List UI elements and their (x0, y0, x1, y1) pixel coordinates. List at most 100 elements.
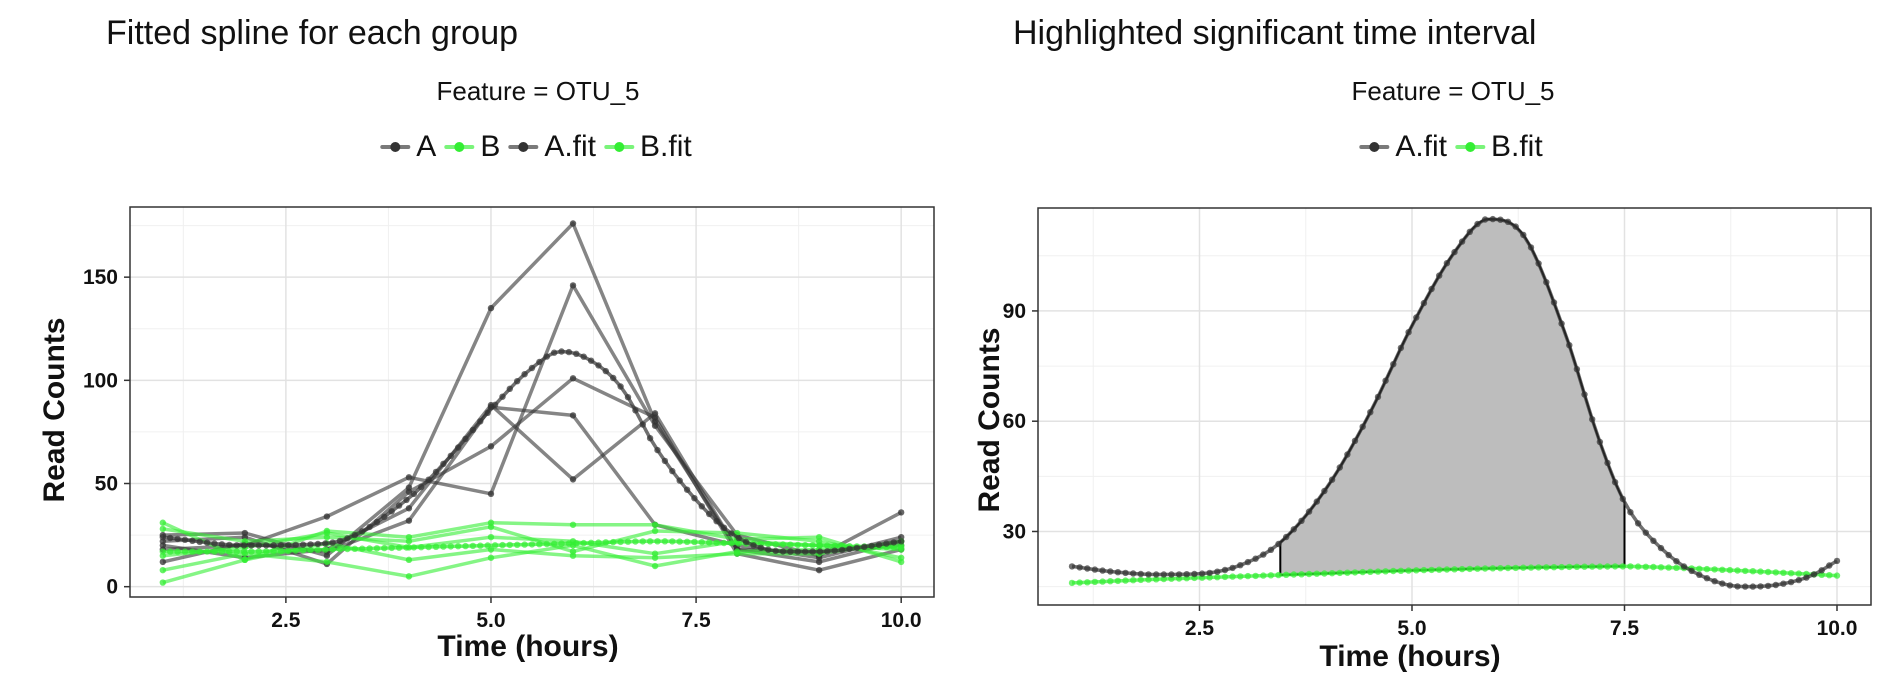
left-plot-area: 2.5 5.0 7.5 10.0 0 50 100 150 (83, 206, 935, 632)
fit-point-A.fit (1237, 562, 1244, 569)
fit-point-A.fit (875, 541, 883, 548)
fit-point-A.fit (1726, 582, 1734, 589)
fit-point-B.fit (1474, 565, 1481, 572)
fit-point-A.fit (868, 542, 875, 550)
fit-point-B.fit (617, 538, 624, 546)
fit-point-B.fit (1535, 564, 1542, 571)
fit-point-B.fit (683, 538, 691, 545)
fit-point-B.fit (1550, 564, 1558, 571)
fit-point-A.fit (1336, 464, 1343, 471)
fit-point-B.fit (661, 538, 669, 545)
series-A-point (487, 304, 495, 312)
fit-point-B.fit (713, 539, 720, 546)
fit-point-A.fit (757, 544, 765, 551)
fit-point-B.fit (203, 548, 211, 555)
fit-point-B.fit (824, 542, 831, 549)
fit-point-A.fit (1099, 567, 1106, 574)
fit-point-B.fit (1703, 565, 1711, 573)
fit-point-B.fit (285, 547, 292, 554)
fit-point-A.fit (1795, 576, 1802, 584)
fit-point-A.fit (1535, 260, 1542, 267)
y-axis-label: Read Counts (973, 327, 1006, 513)
fit-point-B.fit (1826, 572, 1833, 579)
fit-point-B.fit (403, 544, 410, 551)
fit-point-B.fit (211, 548, 218, 555)
fit-point-A.fit (1091, 566, 1099, 573)
fit-point-B.fit (1558, 563, 1565, 571)
fit-point-B.fit (477, 542, 484, 549)
legend-label: B (480, 130, 501, 163)
fit-point-A.fit (1466, 228, 1473, 235)
fit-point-A.fit (1642, 529, 1649, 536)
fit-point-B.fit (1489, 565, 1496, 572)
fit-point-A.fit (418, 483, 425, 491)
fit-point-A.fit (1359, 423, 1366, 430)
fit-point-B.fit (1374, 568, 1382, 575)
fit-point-A.fit (336, 537, 344, 545)
fit-point-B.fit (1749, 568, 1757, 575)
fit-point-A.fit (388, 508, 395, 515)
series-B-point (159, 566, 167, 574)
fit-point-B.fit (1313, 570, 1320, 577)
fit-point-B.fit (1275, 571, 1282, 579)
fit-point-A.fit (1145, 571, 1152, 578)
fit-point-B.fit (898, 544, 905, 551)
fit-point-B.fit (167, 548, 174, 555)
fit-point-A.fit (359, 528, 366, 535)
fit-point-A.fit (1390, 361, 1397, 368)
fit-point-B.fit (1130, 577, 1137, 584)
fit-point-B.fit (189, 548, 196, 555)
fit-point-B.fit (1107, 578, 1114, 585)
fit-point-B.fit (1497, 565, 1504, 572)
fit-point-B.fit (174, 548, 181, 555)
fit-point-B.fit (447, 543, 454, 550)
series-A-point (487, 490, 495, 498)
legend-item-a-fit: A.fit (1357, 130, 1447, 164)
x-axis-label: Time (hours) (437, 630, 619, 663)
fit-point-B.fit (218, 548, 226, 555)
series-A-point (569, 412, 577, 419)
fit-point-A.fit (890, 539, 897, 546)
fit-point-B.fit (1145, 576, 1152, 583)
fit-point-A.fit (1573, 366, 1581, 373)
fit-point-A.fit (1260, 551, 1267, 558)
fit-point-A.fit (1826, 562, 1833, 569)
series-B-point (323, 529, 331, 537)
fit-point-B.fit (1451, 566, 1458, 573)
fit-point-A.fit (558, 348, 565, 355)
fit-point-B.fit (159, 548, 166, 555)
fit-point-A.fit (1397, 344, 1405, 352)
fit-point-A.fit (898, 538, 905, 545)
fit-point-B.fit (1619, 563, 1626, 570)
fit-point-B.fit (1206, 574, 1213, 581)
fit-point-B.fit (1573, 563, 1581, 570)
fit-point-A.fit (1267, 546, 1275, 553)
fit-point-B.fit (1122, 577, 1129, 584)
fit-point-B.fit (1634, 563, 1642, 570)
fit-point-A.fit (838, 546, 846, 554)
fit-point-B.fit (1436, 566, 1443, 573)
fit-point-B.fit (1764, 568, 1772, 576)
fit-point-A.fit (1175, 571, 1183, 578)
fit-point-A.fit (794, 548, 801, 555)
fit-point-A.fit (1543, 279, 1550, 286)
series-B-point (241, 556, 249, 564)
fit-point-B.fit (1795, 570, 1802, 577)
series-B-point (159, 579, 167, 586)
chart-title: Highlighted significant time interval (1013, 14, 1537, 52)
fit-point-B.fit (1390, 567, 1397, 575)
fit-point-A.fit (1160, 571, 1167, 578)
fit-point-A.fit (248, 542, 255, 549)
fit-point-B.fit (1344, 569, 1351, 576)
fit-point-B.fit (240, 548, 248, 555)
fit-point-B.fit (787, 541, 794, 548)
legend-item-a: A (378, 130, 436, 164)
fit-point-A.fit (1313, 498, 1320, 505)
fit-point-A.fit (1749, 583, 1757, 590)
fit-point-B.fit (1504, 564, 1512, 572)
fit-point-A.fit (809, 548, 816, 555)
fit-point-A.fit (1076, 564, 1083, 571)
fit-point-B.fit (573, 540, 580, 547)
fit-point-B.fit (1076, 579, 1083, 586)
fit-point-B.fit (1696, 565, 1703, 572)
